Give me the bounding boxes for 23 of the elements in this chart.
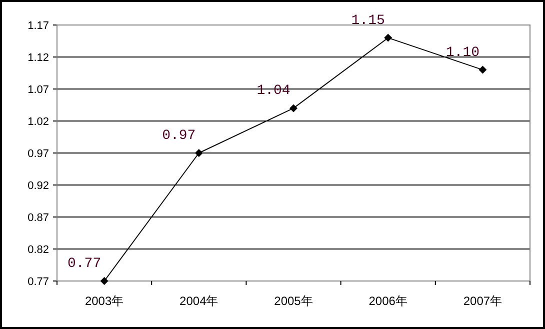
y-tick-label: 1.12 [28, 52, 49, 64]
data-label: 1.15 [351, 12, 385, 29]
y-tick-label: 1.17 [28, 20, 49, 32]
x-tick-label: 2007年 [463, 294, 502, 308]
point [194, 149, 203, 157]
x-tick-label: 2003年 [84, 294, 124, 308]
y-tick-label: 0.77 [28, 276, 49, 288]
y-tick-label: 1.07 [28, 84, 49, 96]
x-tick-label: 2006年 [368, 294, 408, 308]
y-tick-label: 0.82 [28, 244, 49, 256]
point [478, 66, 487, 74]
y-tick-label: 1.02 [28, 116, 49, 128]
point [290, 104, 298, 112]
y-tick-label: 0.92 [28, 180, 49, 192]
point [384, 34, 392, 42]
x-tick-label: 2004年 [180, 294, 218, 308]
data-label: 0.97 [162, 128, 196, 144]
x-tick-label: 2005年 [274, 294, 313, 308]
y-tick-label: 0.87 [28, 212, 49, 224]
data-label: 0.77 [67, 256, 102, 272]
point [100, 277, 108, 285]
y-tick-label: 0.97 [28, 148, 49, 160]
data-label: 1.10 [446, 44, 480, 61]
